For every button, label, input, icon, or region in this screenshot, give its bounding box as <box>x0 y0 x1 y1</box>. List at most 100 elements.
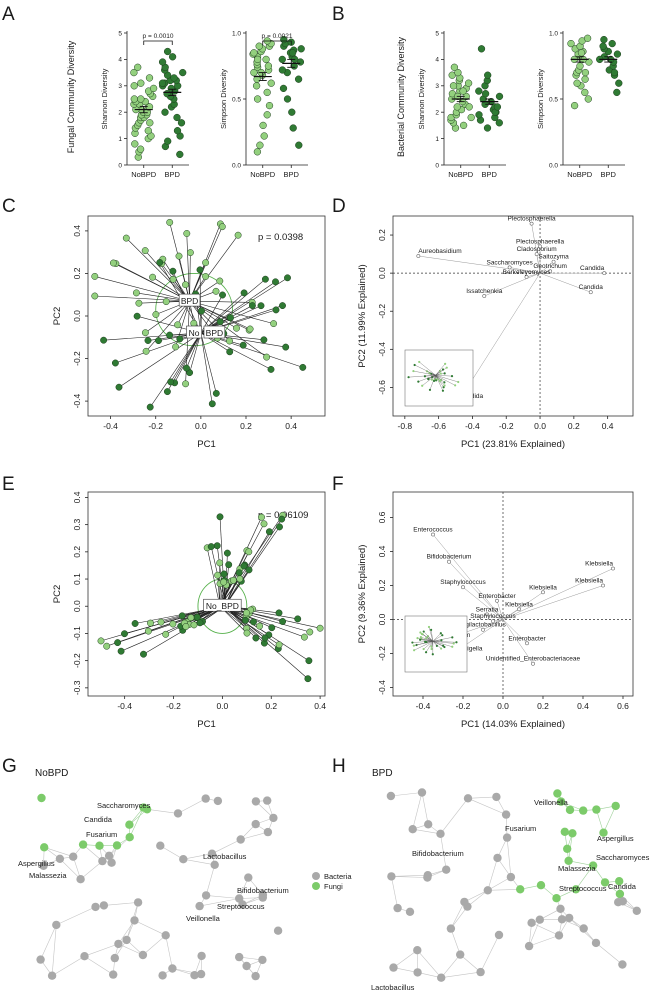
bacteria-node <box>36 955 45 964</box>
y-tick-label: 0.3 <box>72 518 82 530</box>
taxon-label: Enterococcus <box>413 527 453 534</box>
dotplot-A1: 0 1 2 3 4 5 Shannon Diversity NoBPD BPD p = 0.001… <box>100 30 189 179</box>
inset-point <box>413 649 416 652</box>
inset-point <box>440 647 443 650</box>
x-tick-label: -0.4 <box>103 421 118 431</box>
network-edge <box>84 955 114 975</box>
sample-point-nobpd <box>256 622 264 630</box>
network-node-label: Fusarium <box>86 830 117 839</box>
sample-point-bpd <box>114 639 122 647</box>
inset-segment <box>413 641 433 646</box>
sample-point-bpd <box>131 620 139 627</box>
y-tick-label: 5 <box>118 30 122 37</box>
spider-segment <box>94 295 190 302</box>
y-tick-label: -0.2 <box>72 653 82 668</box>
sample-point-bpd <box>183 364 190 372</box>
data-point-bpd <box>288 49 297 57</box>
sample-point-bpd <box>304 675 312 683</box>
bacteria-node <box>52 920 61 930</box>
centroid-label: BPD <box>206 328 223 338</box>
spider-segment <box>145 300 190 352</box>
data-point-nobpd <box>263 88 271 97</box>
loading-tip <box>485 612 489 617</box>
sample-point-nobpd <box>316 624 324 632</box>
x-tick-label: -0.2 <box>499 421 514 431</box>
inset-point <box>425 636 428 640</box>
fungi-node <box>516 885 525 894</box>
sample-point-nobpd <box>300 633 308 641</box>
y-axis-label: PC2 (11.99% Explained) <box>357 264 368 367</box>
y-tick-label: 0.4 <box>72 225 82 237</box>
sample-point-nobpd <box>187 614 195 622</box>
inset-point <box>427 378 430 381</box>
network-node-label: Candida <box>84 815 113 824</box>
bacteria-node <box>133 898 143 907</box>
data-point-nobpd <box>577 49 586 57</box>
sample-point-nobpd <box>229 576 237 584</box>
bacteria-node <box>502 833 512 842</box>
bacteria-node <box>244 873 253 882</box>
sample-point-bpd <box>275 609 283 617</box>
inset-segment <box>424 375 436 377</box>
data-point-nobpd <box>584 95 592 103</box>
data-point-bpd <box>599 42 607 50</box>
bacteria-node <box>251 971 260 981</box>
taxon-label: Klebsiella <box>585 561 613 568</box>
inset-segment <box>432 641 445 648</box>
data-point-nobpd <box>252 82 261 90</box>
network-node-label: Bifidobacterium <box>237 886 289 895</box>
fungi-node <box>568 829 577 838</box>
data-point-nobpd <box>450 63 459 71</box>
data-point-nobpd <box>130 95 138 103</box>
data-point-bpd <box>278 55 286 64</box>
loading-arrow <box>484 272 541 297</box>
loading-tip <box>416 254 421 258</box>
sample-point-nobpd <box>162 630 170 638</box>
plot-frame <box>87 215 326 417</box>
sample-point-bpd <box>257 302 265 310</box>
loading-arrow <box>502 609 520 620</box>
x-tick-label: 0.2 <box>240 421 252 431</box>
bacteria-node <box>258 890 268 900</box>
sample-point-bpd <box>219 291 226 299</box>
loading-tip <box>495 598 499 603</box>
y-tick-label: -0.4 <box>72 394 82 409</box>
inset-segment <box>420 636 433 642</box>
spider-segment <box>219 517 262 607</box>
sample-point-nobpd <box>135 299 143 307</box>
bacteria-node <box>104 851 114 860</box>
data-point-bpd <box>608 39 616 48</box>
sample-point-nobpd <box>202 273 210 280</box>
bacteria-node <box>109 970 118 979</box>
taxon-label: Aureobasidium <box>418 248 461 255</box>
x-tick-label: -0.2 <box>148 421 163 431</box>
network-edge <box>134 920 166 936</box>
x-axis-label: PC1 (23.81% Explained) <box>461 439 565 450</box>
sample-point-bpd <box>155 337 162 345</box>
inset-segment <box>417 637 433 642</box>
network-edge <box>603 805 616 833</box>
data-point-bpd <box>177 119 186 127</box>
bacteria-node <box>387 872 396 881</box>
bacteria-node <box>556 904 565 913</box>
data-point-bpd <box>495 119 503 127</box>
network-edge <box>40 924 57 960</box>
data-point-bpd <box>613 88 621 97</box>
inset-point <box>412 369 415 373</box>
plot-frame <box>87 491 326 697</box>
y-tick-label: 4 <box>118 57 122 64</box>
x-tick-label: -0.2 <box>456 701 471 711</box>
x-axis-label: PC1 <box>197 439 215 450</box>
loading-tip <box>447 559 451 564</box>
inset-point <box>443 384 446 387</box>
bacteria-node <box>456 950 465 959</box>
bacteria-node <box>161 931 170 940</box>
y-tick-label: 1.0 <box>232 30 241 37</box>
bacteria-node <box>501 810 511 819</box>
y-tick-label: -0.3 <box>72 680 82 695</box>
significance-bracket <box>262 40 292 45</box>
network-edge <box>531 922 560 936</box>
inset-point <box>443 645 446 649</box>
data-point-nobpd <box>145 74 154 82</box>
y-tick-label: 1 <box>435 136 439 143</box>
